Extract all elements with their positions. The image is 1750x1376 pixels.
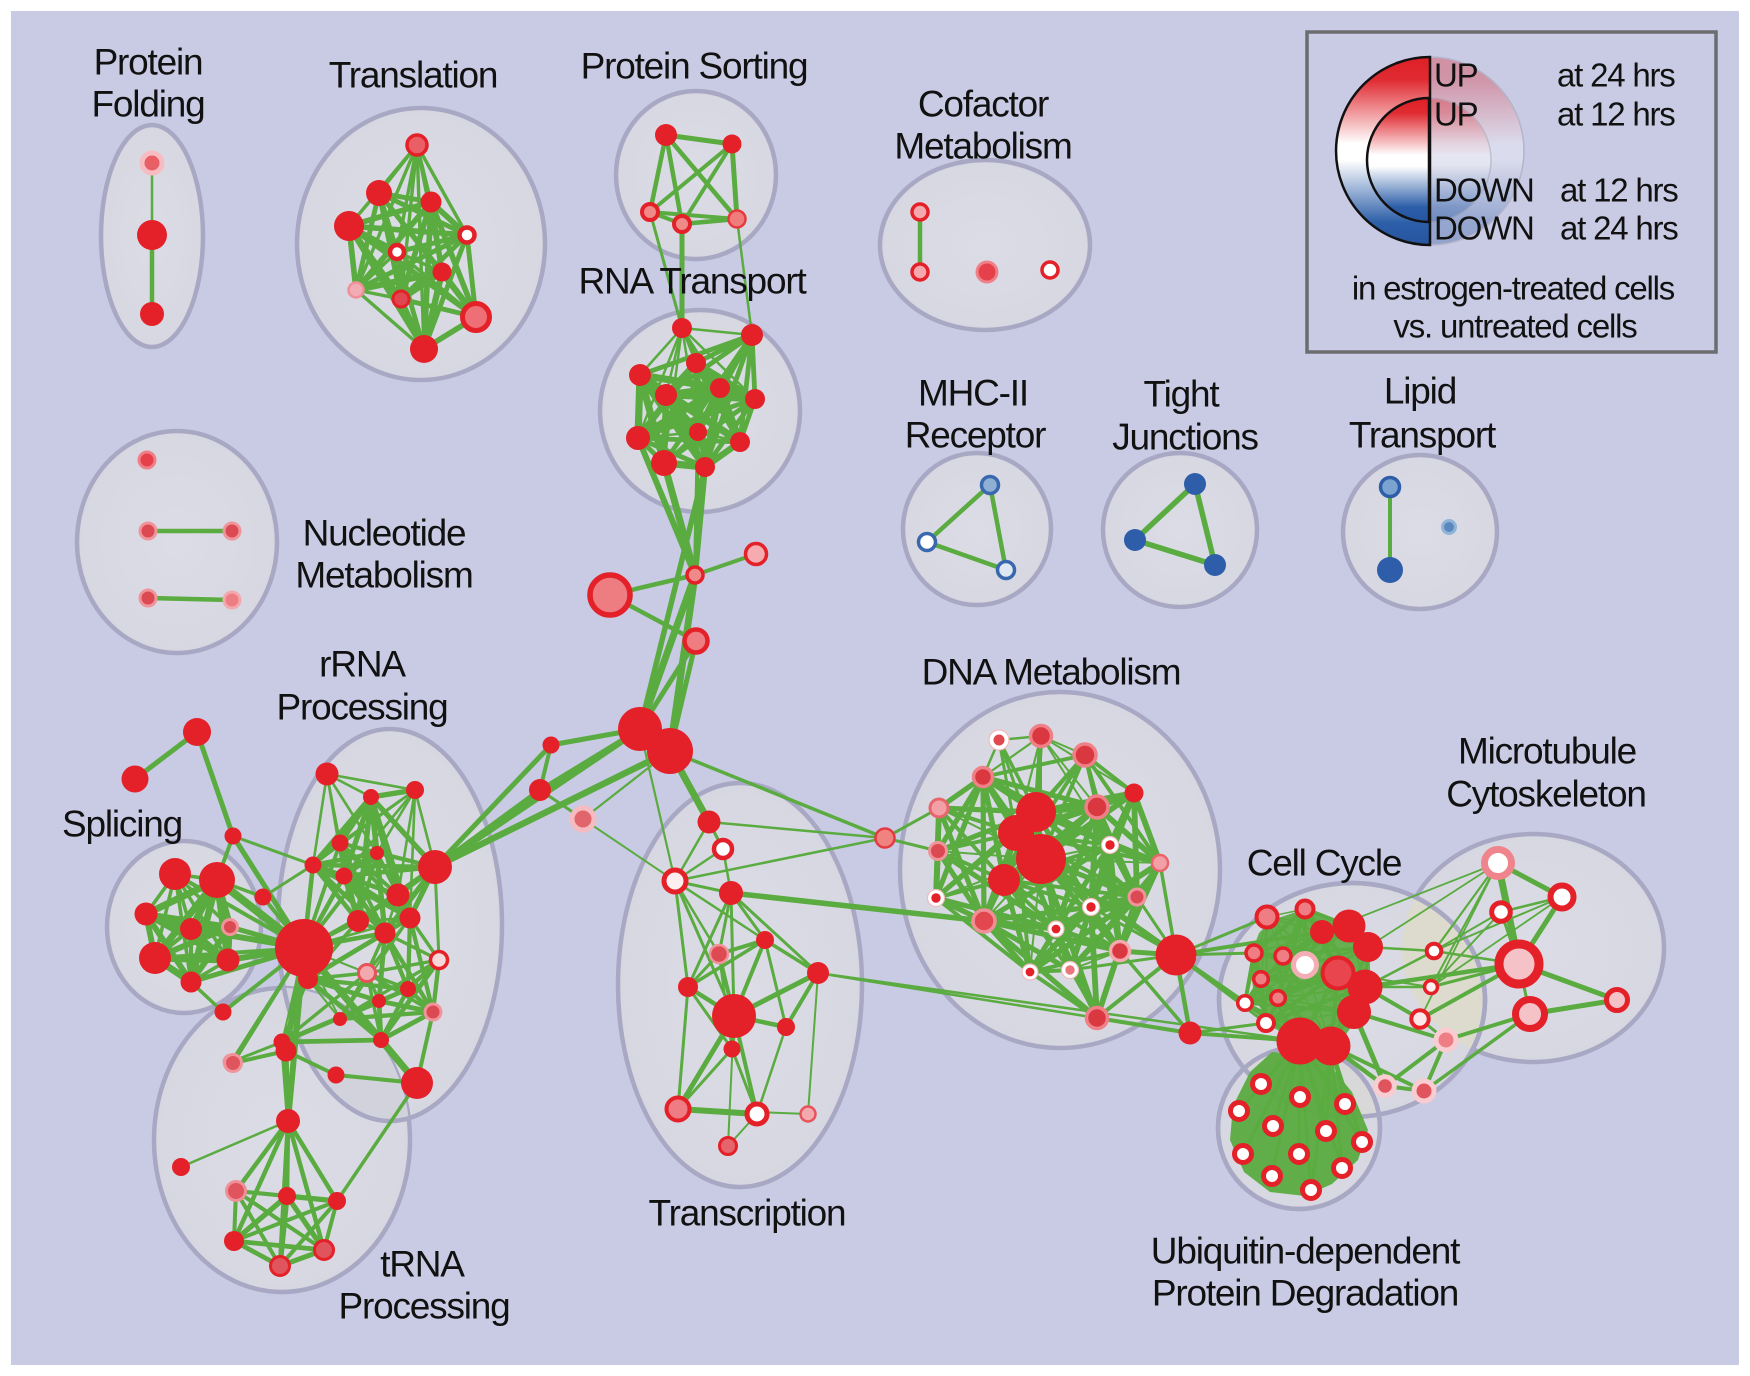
svg-text:DOWN: DOWN [1434, 210, 1534, 247]
svg-text:at 12 hrs: at 12 hrs [1560, 172, 1678, 209]
svg-text:Ubiquitin-dependent: Ubiquitin-dependent [1151, 1231, 1461, 1272]
svg-text:at 12 hrs: at 12 hrs [1557, 96, 1675, 133]
svg-text:Junctions: Junctions [1112, 417, 1258, 458]
svg-text:MHC-II: MHC-II [918, 373, 1028, 414]
svg-text:rRNA: rRNA [319, 644, 406, 685]
svg-text:Tight: Tight [1144, 374, 1221, 415]
svg-text:in estrogen-treated cells: in estrogen-treated cells [1352, 270, 1675, 307]
svg-text:DOWN: DOWN [1434, 172, 1534, 209]
svg-text:RNA Transport: RNA Transport [578, 261, 807, 302]
svg-text:Protein: Protein [94, 42, 203, 83]
svg-text:Protein Degradation: Protein Degradation [1152, 1273, 1458, 1314]
svg-text:Receptor: Receptor [905, 415, 1046, 456]
svg-text:Translation: Translation [329, 55, 497, 96]
svg-text:Folding: Folding [92, 84, 205, 125]
svg-text:Processing: Processing [338, 1286, 509, 1327]
svg-text:Transport: Transport [1349, 415, 1497, 456]
svg-text:at 24 hrs: at 24 hrs [1557, 57, 1675, 94]
svg-text:Protein Sorting: Protein Sorting [581, 46, 808, 87]
svg-text:Lipid: Lipid [1384, 371, 1456, 412]
svg-text:Cytoskeleton: Cytoskeleton [1446, 774, 1646, 815]
svg-text:DNA Metabolism: DNA Metabolism [922, 652, 1181, 693]
svg-text:UP: UP [1434, 96, 1478, 133]
svg-text:Splicing: Splicing [62, 804, 182, 845]
svg-text:tRNA: tRNA [380, 1244, 465, 1285]
svg-text:Metabolism: Metabolism [295, 555, 472, 596]
svg-text:Microtubule: Microtubule [1458, 731, 1636, 772]
svg-text:Processing: Processing [276, 687, 447, 728]
svg-text:vs. untreated cells: vs. untreated cells [1393, 308, 1637, 345]
svg-text:Cell Cycle: Cell Cycle [1247, 843, 1402, 884]
svg-text:UP: UP [1434, 57, 1478, 94]
svg-text:at 24 hrs: at 24 hrs [1560, 210, 1678, 247]
svg-text:Transcription: Transcription [649, 1193, 846, 1234]
svg-text:Nucleotide: Nucleotide [303, 513, 466, 554]
svg-text:Cofactor: Cofactor [918, 84, 1049, 125]
svg-text:Metabolism: Metabolism [894, 126, 1071, 167]
